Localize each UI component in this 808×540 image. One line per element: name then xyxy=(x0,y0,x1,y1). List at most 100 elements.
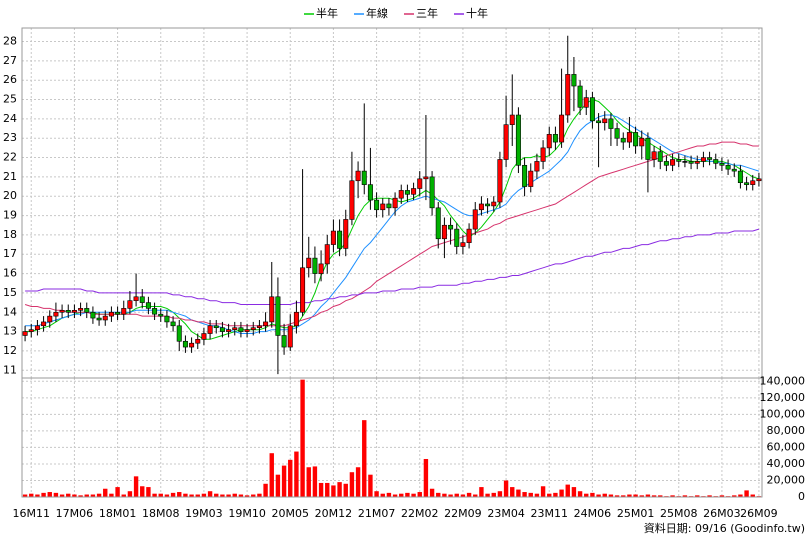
legend-label: 半年 xyxy=(316,6,338,20)
volume-bar xyxy=(207,491,213,497)
candle-body xyxy=(330,230,336,245)
x-tick-label: 23M04 xyxy=(487,507,525,520)
candle-body xyxy=(694,161,700,164)
volume-bar xyxy=(29,493,34,497)
volume-bar xyxy=(392,494,398,497)
y2-tick-label: 60,000 xyxy=(767,440,806,453)
candle-body xyxy=(398,190,404,199)
volume-bar xyxy=(473,494,478,497)
candle-body xyxy=(293,311,299,327)
candle-body xyxy=(645,137,651,160)
volume-bar xyxy=(479,487,484,497)
candle-body xyxy=(96,317,102,321)
candle-body xyxy=(682,161,688,163)
volume-bar xyxy=(109,493,114,497)
candle-body xyxy=(589,97,595,122)
volume-bar xyxy=(22,494,28,497)
volume-bar xyxy=(294,451,299,497)
volume-bar xyxy=(645,494,651,497)
x-tick-label: 26M03 xyxy=(703,507,741,520)
candle-body xyxy=(108,311,114,317)
volume-bar xyxy=(133,476,139,497)
volume-bar xyxy=(220,494,225,497)
x-tick-label: 24M06 xyxy=(574,507,612,520)
candle-body xyxy=(528,170,534,187)
volume-bar xyxy=(183,493,188,497)
volume-bar xyxy=(744,490,749,497)
candle-body xyxy=(522,164,528,187)
volume-bar xyxy=(639,495,644,497)
candle-body xyxy=(688,161,694,164)
y-tick-label: 28 xyxy=(3,35,17,48)
volume-bar xyxy=(503,480,509,497)
candle-body xyxy=(559,114,565,143)
candle-body xyxy=(380,203,386,211)
volume-bar xyxy=(651,495,657,497)
volume-bar xyxy=(263,483,268,497)
candle-body xyxy=(53,311,59,317)
candle-body xyxy=(435,207,441,240)
volume-bar xyxy=(596,494,601,497)
candle-body xyxy=(509,114,515,125)
volume-bar xyxy=(466,492,472,497)
candle-body xyxy=(657,151,663,162)
y2-tick-label: 0 xyxy=(798,490,805,503)
candle-body xyxy=(102,315,108,321)
volume-bar xyxy=(695,495,700,497)
y-tick-label: 12 xyxy=(3,344,17,357)
candle-body xyxy=(127,300,133,309)
volume-bar xyxy=(528,492,533,497)
candle-body xyxy=(515,114,521,166)
volume-bar xyxy=(232,493,237,497)
candle-body xyxy=(182,340,188,348)
volume-bar xyxy=(405,492,410,497)
y-tick-label: 13 xyxy=(3,325,17,338)
volume-bar xyxy=(497,491,503,497)
candle-body xyxy=(374,199,380,211)
candle-body xyxy=(700,157,706,162)
volume-bar xyxy=(516,489,521,497)
y-tick-label: 16 xyxy=(3,267,17,280)
candle-body xyxy=(596,120,602,124)
volume-bar xyxy=(72,494,77,497)
candle-body xyxy=(429,176,435,209)
candle-body xyxy=(34,325,40,330)
candle-body xyxy=(195,339,201,344)
candle-body xyxy=(386,203,392,209)
volume-bar xyxy=(78,495,83,497)
legend-label: 三年 xyxy=(416,6,438,20)
volume-bar xyxy=(602,493,607,497)
volume-bar xyxy=(170,492,176,497)
y-tick-label: 21 xyxy=(3,170,17,183)
candle-body xyxy=(343,219,349,249)
candle-body xyxy=(608,118,614,129)
candle-body xyxy=(744,182,750,185)
volume-bar xyxy=(355,467,361,497)
candle-body xyxy=(324,244,330,265)
volume-bar xyxy=(337,482,342,497)
candle-body xyxy=(485,203,491,207)
candle-body xyxy=(583,97,589,108)
candle-body xyxy=(441,224,447,240)
volume-bar xyxy=(547,493,552,497)
x-tick-label: 26M09 xyxy=(740,507,778,520)
y2-tick-label: 20,000 xyxy=(767,473,806,486)
candle-body xyxy=(602,118,608,124)
volume-bar xyxy=(399,493,404,497)
candle-body xyxy=(737,170,743,183)
candle-body xyxy=(731,168,737,172)
y-tick-label: 18 xyxy=(3,228,17,241)
volume-bar xyxy=(510,487,515,497)
candle-body xyxy=(201,333,207,340)
volume-bar xyxy=(189,494,194,497)
volume-bar xyxy=(146,487,151,497)
candle-body xyxy=(571,74,577,87)
x-tick-label: 25M01 xyxy=(617,507,655,520)
candle-body xyxy=(84,308,90,313)
candle-body xyxy=(478,203,484,211)
volume-bar xyxy=(362,420,367,497)
candle-body xyxy=(756,178,762,182)
candle-body xyxy=(577,85,583,108)
volume-bar xyxy=(374,491,379,497)
candle-body xyxy=(534,161,540,172)
